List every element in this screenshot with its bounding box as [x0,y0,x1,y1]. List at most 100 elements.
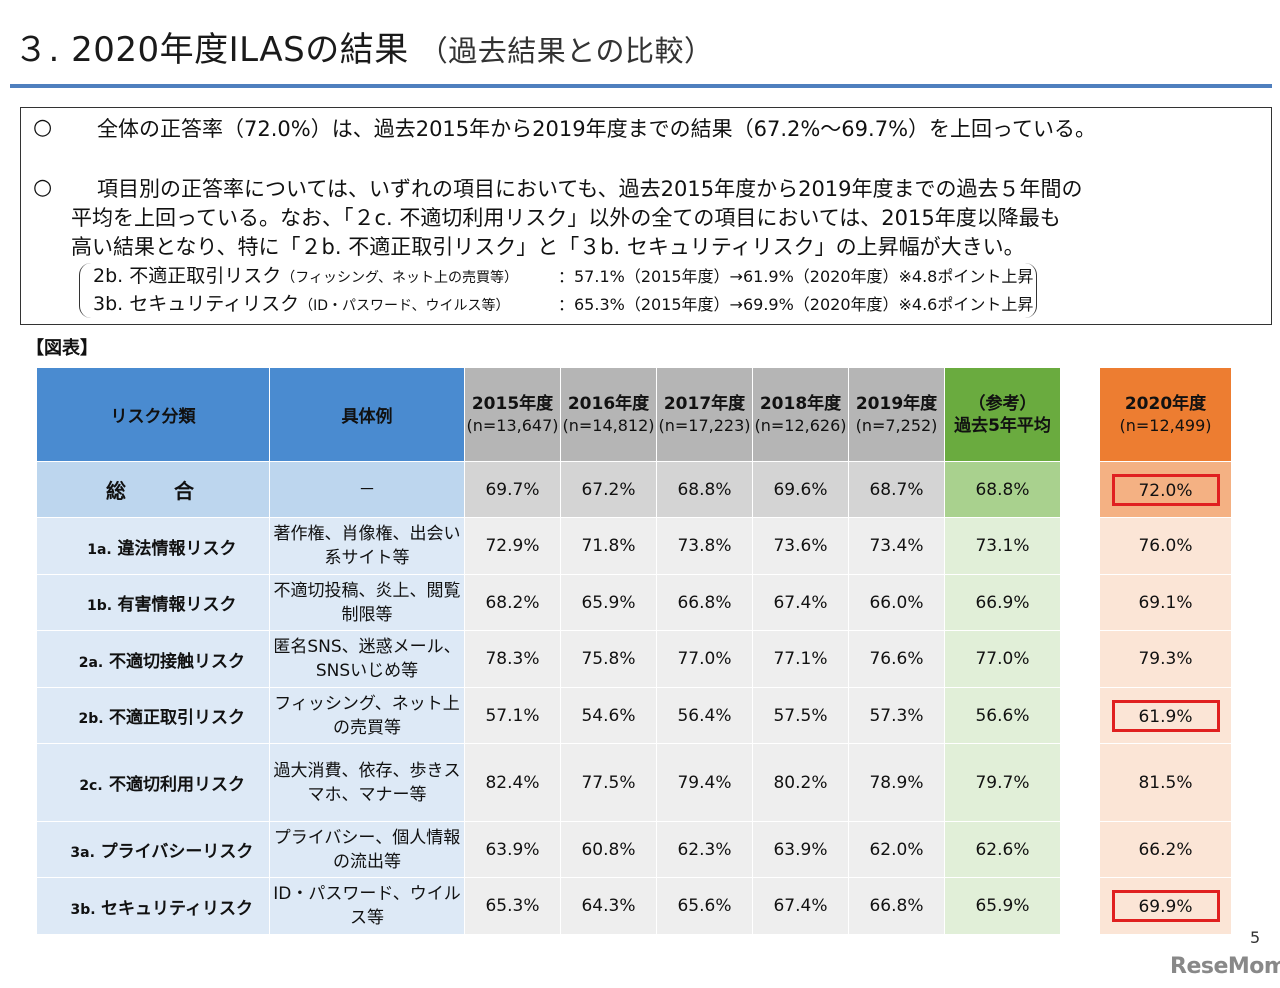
value-cell: 66.8% [656,574,753,631]
header-year-2020: 2020年度 (n=12,499) [1099,367,1232,462]
highlighted-value: 72.0% [1111,473,1220,506]
current-year-cell: 66.2% [1099,821,1232,878]
current-year-cell: 69.1% [1099,574,1232,631]
detail-3b-name: 3b. セキュリティリスク [93,293,300,315]
current-row: 79.3% [1099,630,1232,688]
bullet-mark-1: ○ [33,115,53,140]
header-year-2017: 2017年度 (n=17,223) [656,367,753,462]
slide-title: ３. 2020年度ILASの結果 （過去結果との比較） [14,22,713,71]
value-cell: 60.8% [560,821,657,878]
current-year-cell: 61.9% [1099,687,1232,744]
risk-name: 不適正取引リスク [109,708,245,728]
table-row: 2a. 不適切接触リスク 匿名SNS、迷惑メール、SNSいじめ等 78.3% 75.8%… [36,630,1061,688]
header-average: （参考） 過去5年平均 [944,367,1061,462]
current-row: 61.9% [1099,687,1232,744]
value-cell: 65.9% [560,574,657,631]
page-number: 5 [1250,928,1261,947]
example-cell: － [269,461,465,518]
value-cell: 64.3% [560,877,657,935]
table-header-row: リスク分類 具体例 2015年度 (n=13,647) 2016年度 (n=14,8… [36,367,1061,462]
risk-cell: 2c. 不適切利用リスク [36,743,270,822]
table-row: 2b. 不適正取引リスク フィッシング、ネット上の売買等 57.1% 54.6% 56.4… [36,687,1061,744]
value-cell: 65.6% [656,877,753,935]
value-cell: 57.1% [464,687,561,744]
detail-2b-note: （フィッシング、ネット上の売買等） [281,270,518,286]
current-year-cell: 76.0% [1099,517,1232,575]
risk-code: 3a. [70,845,95,861]
value-cell: 68.7% [848,461,945,518]
current-header-row: 2020年度 (n=12,499) [1099,367,1232,462]
risk-cell: 総 合 [36,461,270,518]
value-cell: 73.8% [656,517,753,575]
value-cell: 67.4% [752,574,849,631]
value-cell: 63.9% [752,821,849,878]
table-row: 2c. 不適切利用リスク 過大消費、依存、歩きスマホ、マナー等 82.4% 77.5% 7… [36,743,1061,822]
value-cell: 77.1% [752,630,849,688]
value-cell: 69.6% [752,461,849,518]
value-cell: 78.9% [848,743,945,822]
value-cell: 82.4% [464,743,561,822]
value-cell: 78.3% [464,630,561,688]
value-cell: 62.0% [848,821,945,878]
value-cell: 80.2% [752,743,849,822]
value-cell: 54.6% [560,687,657,744]
resemom-logo: ReseMom [1170,954,1280,979]
risk-code: 1a. [87,541,112,558]
current-row: 72.0% [1099,461,1232,518]
current-value: 79.3% [1138,649,1193,669]
example-cell: プライバシー、個人情報の流出等 [269,821,465,878]
table-row: 1a. 違法情報リスク 著作権、肖像権、出会い系サイト等 72.9% 71.8% 73.8… [36,517,1061,575]
detail-3b-note: （ID・パスワード、ウイルス等） [299,298,510,314]
value-cell: 77.0% [656,630,753,688]
value-cell: 63.9% [464,821,561,878]
risk-code: 2c. [79,778,103,794]
value-cell: 76.6% [848,630,945,688]
risk-name: 不適切利用リスク [109,775,245,795]
table-row: 1b. 有害情報リスク 不適切投稿、炎上、閲覧制限等 68.2% 65.9% 66.8% 6… [36,574,1061,631]
summary-paragraph-1: 全体の正答率（72.0%）は、過去2015年から2019年度までの結果（67.2… [97,117,1096,141]
highlighted-value: 69.9% [1111,890,1220,922]
header-year-2019: 2019年度 (n=7,252) [848,367,945,462]
risk-name: セキュリティリスク [101,898,253,919]
value-cell: 66.0% [848,574,945,631]
current-year-cell: 69.9% [1099,877,1232,935]
detail-2b-value: ：57.1%（2015年度）→61.9%（2020年度）※4.8ポイント上昇 [558,267,1034,286]
current-value: 81.5% [1138,772,1193,793]
risk-name: 総 合 [106,479,208,503]
detail-3b: 3b. セキュリティリスク（ID・パスワード、ウイルス等） ：65.3%（201… [93,291,1033,320]
figure-label: 【図表】 [26,338,98,359]
summary-box: ○ 全体の正答率（72.0%）は、過去2015年から2019年度までの結果（67… [20,107,1272,325]
current-row: 69.1% [1099,574,1232,631]
value-cell: 75.8% [560,630,657,688]
risk-cell: 1a. 違法情報リスク [36,517,270,575]
average-cell: 66.9% [944,574,1061,631]
header-year-2015: 2015年度 (n=13,647) [464,367,561,462]
current-year-cell: 79.3% [1099,630,1232,688]
header-year-2016: 2016年度 (n=14,812) [560,367,657,462]
bullet-mark-2: ○ [33,175,53,200]
summary-paragraph-2-line-3: 高い結果となり、特に「２b. 不適正取引リスク」と「３b. セキュリティリスク」… [71,235,1025,259]
current-row: 66.2% [1099,821,1232,878]
current-value: 76.0% [1138,536,1193,556]
value-cell: 67.2% [560,461,657,518]
current-row: 76.0% [1099,517,1232,575]
average-cell: 77.0% [944,630,1061,688]
current-year-table: 2020年度 (n=12,499) 72.0% 76.0% 69.1% 79.3% 61.… [1099,367,1232,935]
value-cell: 73.4% [848,517,945,575]
current-value: 69.1% [1138,592,1193,613]
current-row: 81.5% [1099,743,1232,822]
value-cell: 56.4% [656,687,753,744]
value-cell: 65.3% [464,877,561,935]
example-cell: 過大消費、依存、歩きスマホ、マナー等 [269,743,465,822]
header-example: 具体例 [269,367,465,462]
header-risk: リスク分類 [36,367,270,462]
value-cell: 73.6% [752,517,849,575]
detail-2b-name: 2b. 不適正取引リスク [93,265,282,287]
table-row: 3a. プライバシーリスク プライバシー、個人情報の流出等 63.9% 60.8% 62.… [36,821,1061,878]
value-cell: 67.4% [752,877,849,935]
header-year-2018: 2018年度 (n=12,626) [752,367,849,462]
table-row: 総 合－ 69.7% 67.2% 68.8% 69.6% 68.7% 68.8% [36,461,1061,518]
value-cell: 72.9% [464,517,561,575]
risk-name: 違法情報リスク [117,538,237,559]
value-cell: 57.3% [848,687,945,744]
